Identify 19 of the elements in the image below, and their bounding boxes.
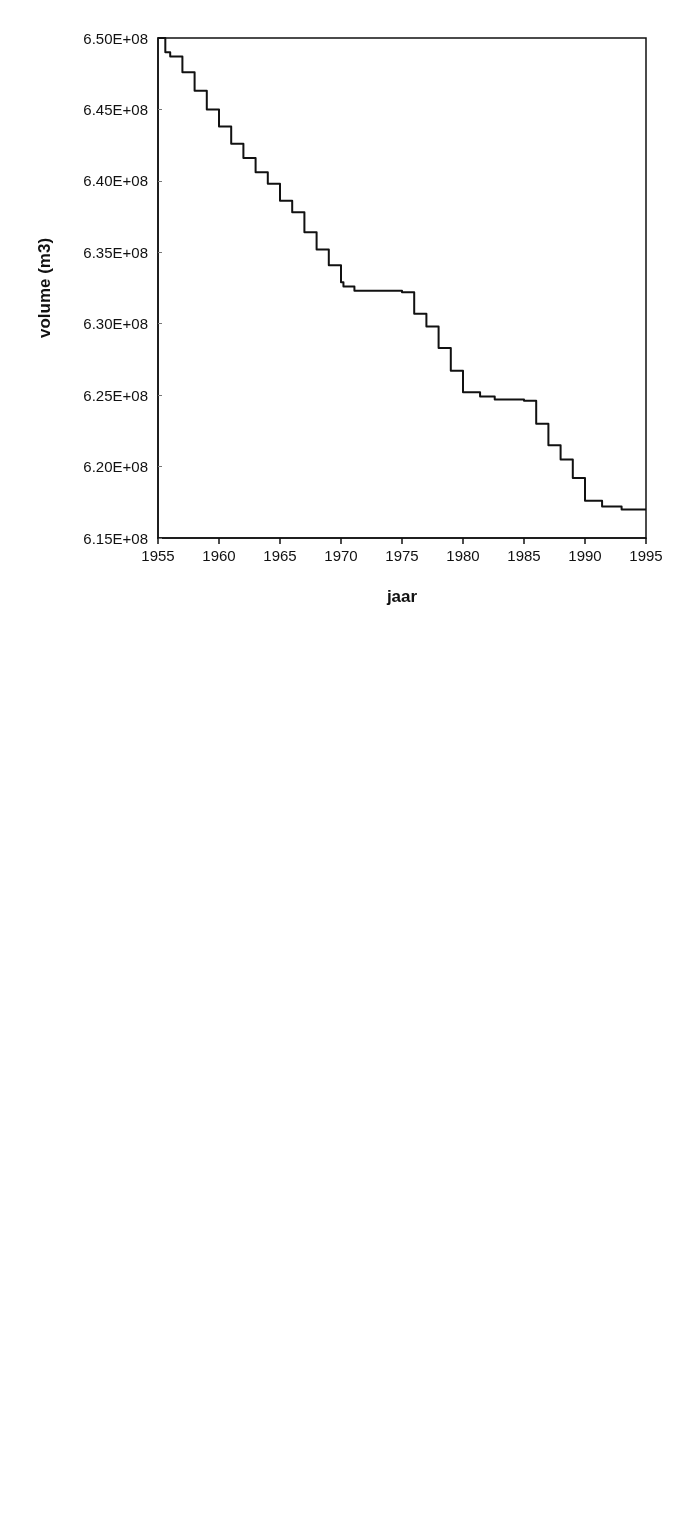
x-tick-label: 1970 [324, 547, 358, 564]
x-axis-title: jaar [385, 587, 418, 606]
y-tick-label: 6.50E+08 [83, 29, 148, 47]
x-tick-label: 1980 [446, 547, 480, 564]
y-tick-label: 6.40E+08 [83, 172, 148, 190]
x-tick-label: 1960 [202, 547, 236, 564]
x-tick-label: 1990 [568, 547, 602, 564]
y-tick-label: 6.25E+08 [83, 386, 148, 404]
y-tick-label: 6.20E+08 [83, 458, 148, 476]
x-tick-label: 1965 [263, 547, 297, 564]
y-axis-title: volume (m3) [35, 237, 54, 339]
y-tick-label: 6.35E+08 [83, 243, 148, 261]
x-tick-label: 1975 [385, 547, 419, 564]
y-tick-label: 6.15E+08 [83, 529, 148, 547]
y-tick-label: 6.30E+08 [83, 315, 148, 333]
y-tick-label: 6.45E+08 [83, 100, 148, 118]
x-tick-label: 1995 [629, 547, 663, 564]
x-tick-label: 1985 [507, 547, 541, 564]
x-tick-label: 1955 [141, 547, 175, 564]
